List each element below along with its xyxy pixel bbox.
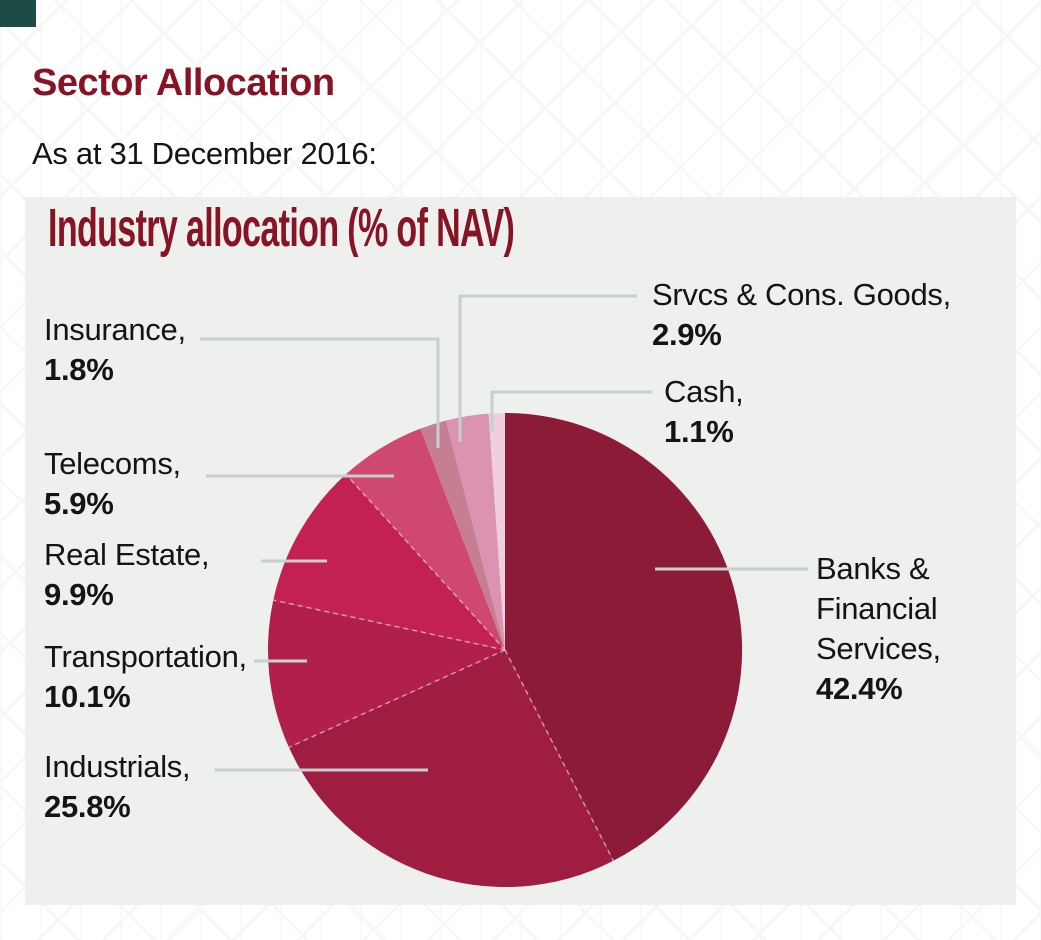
callout-telecoms-name: Telecoms,: [44, 446, 181, 481]
callout-insurance: Insurance, 1.8%: [44, 310, 186, 390]
leader-line-cash: [490, 390, 652, 432]
callout-real-estate: Real Estate, 9.9%: [44, 535, 210, 615]
pie-slice-insurance: [420, 420, 505, 650]
callout-banks-line3: Services,: [816, 631, 941, 666]
page-title: Sector Allocation: [32, 62, 335, 104]
callout-banks-pct: 42.4%: [816, 671, 903, 706]
callout-transportation-pct: 10.1%: [44, 679, 131, 714]
chart-heading: Industry allocation (% of NAV): [48, 200, 788, 256]
callout-srvcs-cons-goods-name: Srvcs & Cons. Goods,: [652, 277, 951, 312]
pie-boundary-2: [273, 599, 506, 651]
pie-slice-cash: [488, 413, 505, 650]
callout-real-estate-name: Real Estate,: [44, 537, 210, 572]
pie-boundary-0: [504, 649, 615, 862]
callout-telecoms: Telecoms, 5.9%: [44, 444, 181, 524]
pie-slice-telecoms: [345, 428, 505, 650]
callout-insurance-pct: 1.8%: [44, 352, 114, 387]
pie-slice-boundaries: [273, 473, 615, 862]
pie-boundary-1: [288, 649, 506, 748]
corner-mark: [0, 0, 36, 27]
callout-telecoms-pct: 5.9%: [44, 486, 114, 521]
callout-cash: Cash, 1.1%: [664, 372, 744, 452]
callout-industrials: Industrials, 25.8%: [44, 747, 191, 827]
callout-transportation-name: Transportation,: [44, 639, 247, 674]
chart-heading-text: Industry allocation (% of NAV): [48, 198, 515, 258]
callout-insurance-name: Insurance,: [44, 312, 186, 347]
pie-slice-transportation: [267, 600, 505, 748]
pie-slice-industrials: [288, 650, 614, 888]
callout-transportation: Transportation, 10.1%: [44, 637, 247, 717]
callout-banks-line1: Banks &: [816, 551, 930, 586]
callout-srvcs-cons-goods: Srvcs & Cons. Goods, 2.9%: [652, 275, 951, 355]
pie-slice-banks-financial-services: [505, 413, 743, 861]
callout-cash-name: Cash,: [664, 374, 744, 409]
callout-industrials-pct: 25.8%: [44, 789, 131, 824]
pie-slice-real-estate: [273, 474, 505, 650]
as-at-date: As at 31 December 2016:: [32, 136, 377, 171]
pie-slices: [267, 413, 743, 888]
leader-lines: [200, 294, 808, 772]
callout-cash-pct: 1.1%: [664, 414, 734, 449]
pie-boundary-3: [345, 473, 506, 651]
callout-real-estate-pct: 9.9%: [44, 577, 114, 612]
leader-line-insurance: [200, 337, 440, 448]
callout-industrials-name: Industrials,: [44, 749, 191, 784]
callout-srvcs-cons-goods-pct: 2.9%: [652, 317, 722, 352]
pie-slice-srvcs-cons-goods: [446, 413, 505, 650]
callout-banks-line2: Financial: [816, 591, 938, 626]
leader-line-srvcs: [458, 294, 637, 442]
callout-banks-financial-services: Banks & Financial Services, 42.4%: [816, 549, 941, 709]
